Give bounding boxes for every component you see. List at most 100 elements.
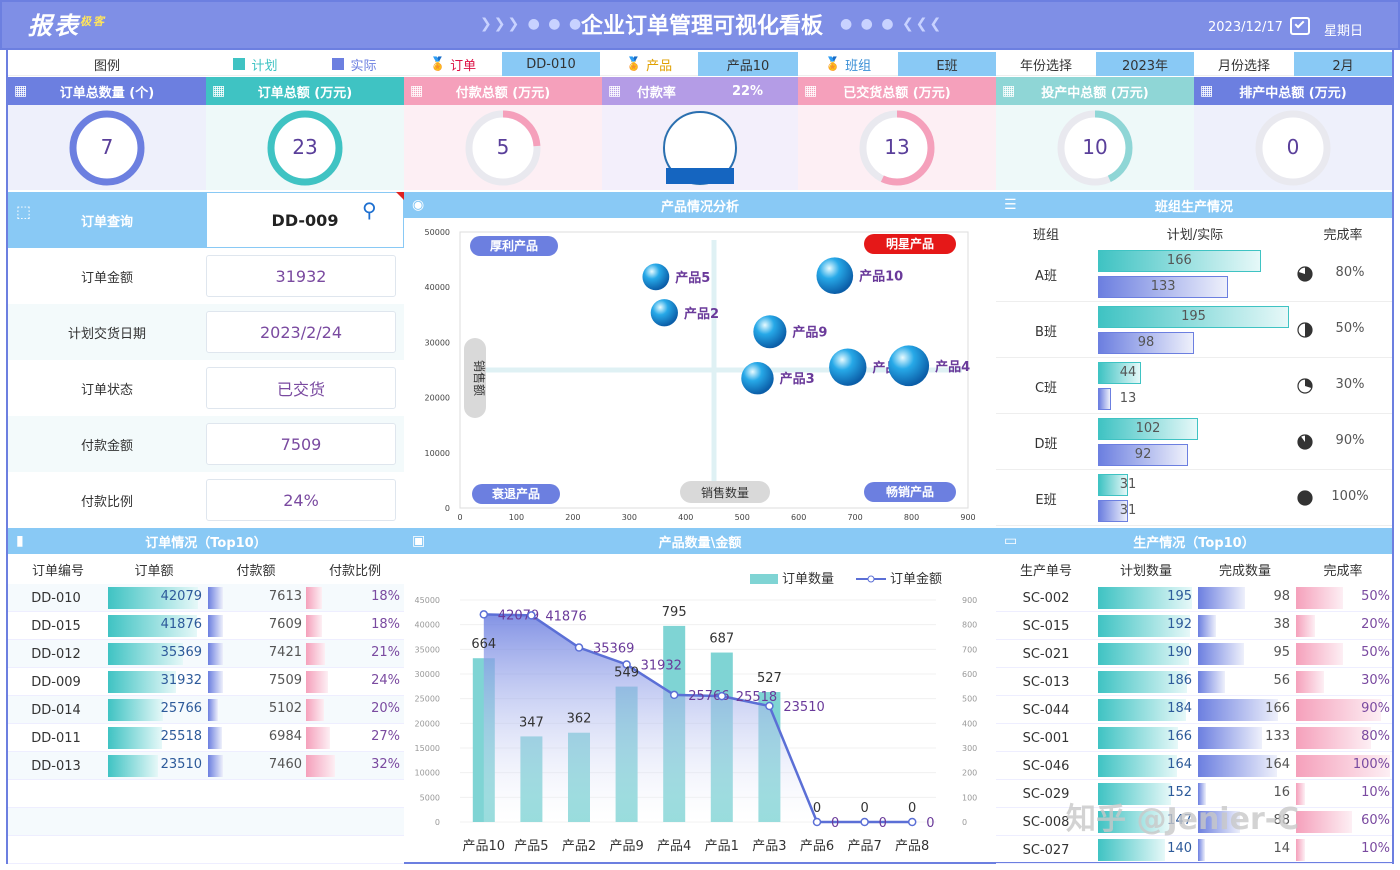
completion-rate: 30% — [1335, 377, 1365, 392]
kpi-card — [602, 105, 798, 190]
brand-logo: 报表极客 — [28, 12, 106, 40]
scatter-point[interactable] — [829, 348, 867, 386]
table-row[interactable] — [996, 808, 1392, 836]
y-left-tick: 15000 — [415, 744, 440, 753]
table-row[interactable] — [996, 696, 1392, 724]
legend-plan-swatch — [233, 58, 246, 70]
plan-bar — [1098, 671, 1188, 693]
kpi-value: 0 — [1286, 135, 1300, 159]
table-row[interactable] — [8, 584, 404, 612]
scatter-point[interactable] — [816, 257, 854, 295]
amount-point[interactable] — [527, 611, 536, 620]
y-right-tick: 400 — [962, 719, 977, 728]
amount-point[interactable] — [574, 643, 584, 652]
plan-bar — [1098, 783, 1171, 805]
table-row[interactable] — [996, 668, 1392, 696]
x-tick-label: 900 — [960, 513, 975, 522]
kpi-value: 10 — [1082, 135, 1108, 159]
table-row[interactable] — [8, 752, 404, 780]
production-id: SC-008 — [1022, 814, 1070, 830]
done-bar — [1198, 643, 1244, 665]
table-row[interactable] — [8, 640, 404, 668]
scatter-point[interactable] — [741, 362, 774, 395]
doc-icon: ▣ — [412, 533, 426, 549]
amount-point[interactable] — [765, 701, 774, 711]
scatter-point[interactable] — [650, 299, 678, 327]
actual-bar — [1098, 388, 1111, 410]
database-icon: ▦ — [212, 83, 226, 99]
y-tick-label: 50000 — [425, 228, 450, 237]
amount-point[interactable] — [622, 660, 631, 669]
amount-point[interactable] — [860, 817, 869, 827]
table-row[interactable] — [996, 752, 1392, 780]
rate-bar — [1296, 643, 1343, 665]
kpi-ring-progress — [267, 110, 343, 185]
plan-bar — [1098, 418, 1198, 440]
amount-bar — [108, 755, 159, 777]
table-row[interactable] — [8, 612, 404, 640]
table-row[interactable] — [8, 668, 404, 696]
order-query-input[interactable]: DD-009 — [206, 192, 404, 248]
ratio-bar — [306, 615, 323, 637]
completion-pie-icon — [1297, 266, 1313, 282]
order-id: DD-013 — [31, 758, 81, 774]
year-filter-select[interactable]: 2023年 — [1096, 52, 1194, 76]
product-filter-select[interactable]: 产品10 — [698, 52, 798, 76]
table-row[interactable] — [996, 640, 1392, 668]
team-row — [996, 302, 1392, 358]
amount-value: 25518 — [160, 729, 202, 744]
table-row[interactable] — [996, 612, 1392, 640]
amount-value: 35369 — [160, 645, 202, 660]
team-production-title: ☰ 班组生产情况 — [996, 192, 1392, 218]
team-name: C班 — [1034, 380, 1058, 396]
amount-point[interactable] — [812, 817, 822, 827]
y-axis-title — [464, 338, 486, 418]
table-row[interactable] — [8, 724, 404, 752]
amount-area — [483, 614, 913, 822]
amount-point[interactable] — [479, 610, 489, 619]
table-row[interactable] — [8, 696, 404, 724]
ratio-value: 20% — [371, 701, 400, 716]
paid-bar — [208, 643, 223, 665]
table-header-cell: 计划数量 — [1119, 563, 1172, 579]
scatter-point[interactable] — [888, 345, 930, 387]
team-filter-select[interactable]: E班 — [898, 52, 996, 76]
completion-rate: 80% — [1335, 265, 1365, 280]
y-left-tick: 0 — [435, 818, 440, 827]
plan-value: 195 — [1181, 309, 1206, 324]
order-query-value: 7509 — [206, 423, 396, 465]
kpi-title: ▦ 付款总额 (万元) — [404, 77, 602, 105]
ratio-bar — [306, 727, 331, 749]
amount-point[interactable] — [669, 690, 679, 700]
table-row[interactable] — [996, 584, 1392, 612]
amount-point[interactable] — [907, 817, 917, 827]
category-label: 产品9 — [609, 839, 643, 854]
table-row[interactable] — [996, 724, 1392, 752]
scatter-point[interactable] — [642, 263, 670, 291]
ratio-value: 21% — [371, 645, 400, 660]
qty-label: 795 — [662, 605, 687, 620]
amount-bar — [108, 587, 198, 609]
search-icon[interactable]: ⚲ — [362, 198, 377, 222]
y-right-tick: 100 — [962, 793, 977, 802]
done-bar — [1198, 727, 1262, 749]
quadrant-tl — [470, 236, 558, 256]
paid-bar — [208, 671, 224, 693]
ratio-value: 24% — [371, 673, 400, 688]
table-header-cell: 付款额 — [236, 563, 276, 579]
amount-point[interactable] — [717, 691, 727, 701]
trend-icon: ▦ — [1002, 83, 1016, 99]
chart-icon: ◉ — [412, 197, 425, 213]
order-id: DD-009 — [31, 674, 81, 690]
table-row[interactable] — [996, 836, 1392, 864]
dashboard-header: 报表极客 ❯❯❯ ● ● ● 企业订单管理可视化看板 ● ● ● ❮❮❮ 202… — [0, 0, 1400, 50]
month-filter-select[interactable]: 2月 — [1294, 52, 1392, 76]
team-row — [996, 414, 1392, 470]
order-filter-select[interactable]: DD-010 — [502, 52, 600, 76]
amount-value: 25766 — [160, 701, 202, 716]
done-bar — [1198, 811, 1241, 833]
rate-value: 50% — [1361, 645, 1390, 660]
table-row[interactable] — [996, 780, 1392, 808]
scatter-point[interactable] — [753, 315, 787, 349]
liquid-fill — [666, 167, 734, 184]
